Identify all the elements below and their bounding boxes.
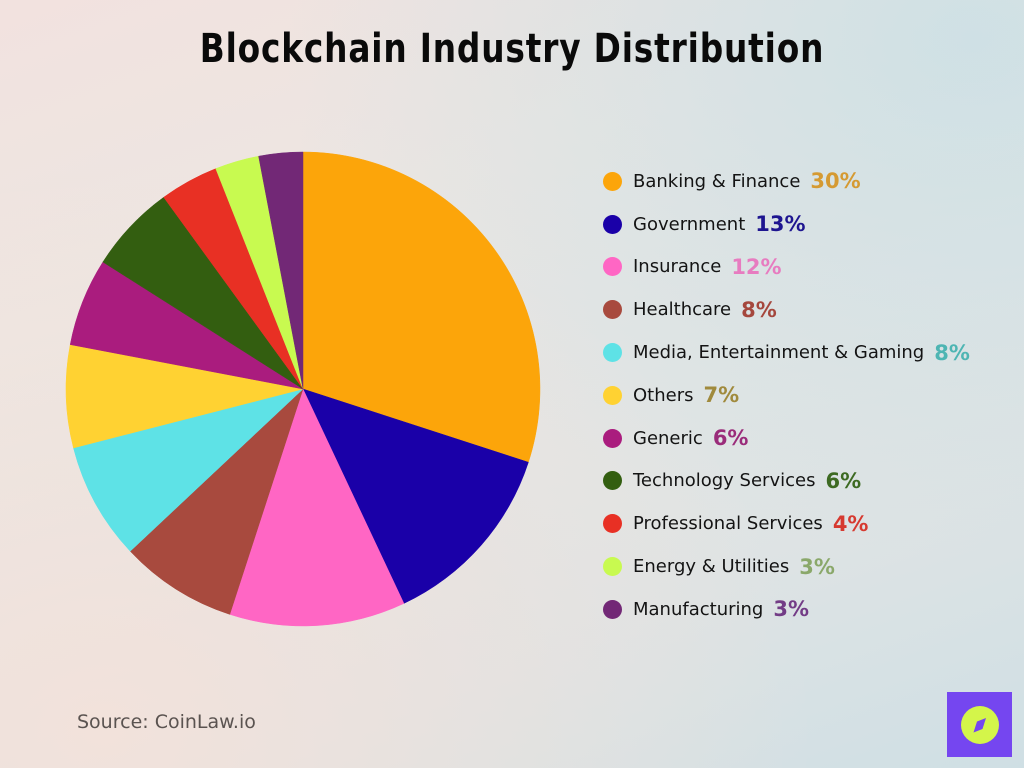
pie-chart-svg — [65, 151, 541, 627]
chart-title: Blockchain Industry Distribution — [199, 26, 825, 72]
pie-slice-media-entertainment-gaming — [73, 388, 304, 552]
legend-swatch-icon — [603, 471, 622, 491]
legend-item: Manufacturing 3% — [603, 588, 970, 631]
legend-label: Banking & Finance — [633, 170, 801, 192]
legend-value: 12% — [731, 254, 782, 279]
legend-value: 8% — [934, 340, 970, 365]
legend-value: 4% — [832, 511, 869, 536]
legend-item: Technology Services 6% — [603, 460, 970, 503]
legend-label: Manufacturing — [633, 598, 764, 620]
legend-label: Energy & Utilities — [633, 556, 790, 578]
legend-item: Banking & Finance 30% — [603, 160, 970, 203]
legend-item: Generic 6% — [603, 417, 970, 460]
legend-swatch-icon — [603, 514, 622, 534]
pie-slice-healthcare — [129, 388, 304, 615]
legend-value: 13% — [755, 212, 806, 237]
pie-slice-manufacturing — [258, 151, 304, 390]
pie-slice-banking-finance — [302, 151, 541, 463]
legend-item: Professional Services 4% — [603, 502, 970, 545]
pie-slice-government — [302, 388, 529, 604]
legend-swatch-icon — [603, 343, 622, 363]
legend-label: Professional Services — [633, 513, 823, 535]
legend-label: Technology Services — [633, 470, 816, 492]
legend-label: Government — [633, 213, 746, 235]
legend-swatch-icon — [603, 599, 622, 619]
legend-label: Healthcare — [633, 299, 732, 321]
legend-swatch-icon — [603, 214, 622, 234]
legend-label: Generic — [633, 427, 703, 449]
legend-swatch-icon — [603, 300, 622, 320]
legend-item: Others 7% — [603, 374, 970, 417]
legend-item: Energy & Utilities 3% — [603, 545, 970, 588]
legend-value: 6% — [825, 468, 862, 493]
legend-swatch-icon — [603, 257, 622, 277]
legend-swatch-icon — [603, 385, 622, 405]
brand-logo — [947, 692, 1012, 757]
legend-swatch-icon — [603, 171, 622, 191]
legend-label: Media, Entertainment & Gaming — [633, 342, 925, 364]
source-credit: Source: CoinLaw.io — [77, 711, 256, 733]
legend-item: Healthcare 8% — [603, 288, 970, 331]
legend-item: Insurance 12% — [603, 246, 970, 289]
pie-slice-insurance — [229, 388, 405, 627]
legend-label: Insurance — [633, 256, 722, 278]
legend-swatch-icon — [603, 557, 622, 577]
compass-icon — [960, 705, 999, 744]
legend-value: 3% — [799, 554, 835, 579]
legend-label: Others — [633, 384, 694, 406]
legend-value: 7% — [703, 383, 740, 408]
pie-chart — [62, 148, 544, 630]
pie-slice-others — [65, 344, 304, 449]
legend-value: 30% — [810, 169, 861, 194]
legend-swatch-icon — [603, 428, 622, 448]
legend-item: Media, Entertainment & Gaming 8% — [603, 331, 970, 374]
chart-legend: Banking & Finance 30% Government 13% Insuran… — [603, 160, 970, 631]
legend-value: 8% — [741, 297, 777, 322]
legend-value: 6% — [712, 426, 749, 451]
legend-item: Government 13% — [603, 203, 970, 246]
legend-value: 3% — [773, 597, 809, 622]
